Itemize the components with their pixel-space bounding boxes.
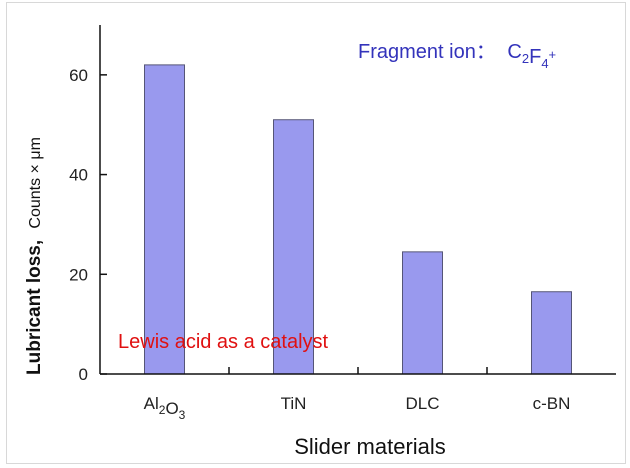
y-tick-label: 0 <box>79 365 88 384</box>
bar-al2o3 <box>144 64 185 375</box>
y-tick-label: 20 <box>69 265 88 284</box>
x-axis-ticks: Al2O3 TiN DLC c-BN <box>144 367 571 422</box>
x-tick-label: Al2O3 <box>144 394 186 422</box>
y-axis-ticks: 0 20 40 60 <box>69 66 107 384</box>
bars <box>144 64 572 375</box>
y-tick-label: 60 <box>69 66 88 85</box>
y-axis-title: Lubricant loss, Counts × μm <box>24 137 45 375</box>
x-axis-title: Slider materials <box>294 434 446 459</box>
y-tick-label: 40 <box>69 166 88 185</box>
fragment-ion-formula: C2F4+ <box>507 41 556 71</box>
bar-tin <box>273 119 314 375</box>
bar-c-bn <box>531 291 572 375</box>
figure-frame <box>6 2 626 464</box>
fragment-ion-prefix: Fragment ion： <box>358 41 496 63</box>
bar-dlc <box>402 251 443 375</box>
x-tick-label: TiN <box>281 394 307 413</box>
x-tick-label: c-BN <box>533 394 571 413</box>
fragment-ion-annotation: Fragment ion： C2F4+ <box>358 41 556 71</box>
catalyst-annotation: Lewis acid as a catalyst <box>118 331 329 353</box>
x-tick-label: DLC <box>405 394 439 413</box>
y-axis-title-main: Lubricant loss, <box>24 240 45 375</box>
y-axis-title-unit: Counts × μm <box>27 137 44 228</box>
